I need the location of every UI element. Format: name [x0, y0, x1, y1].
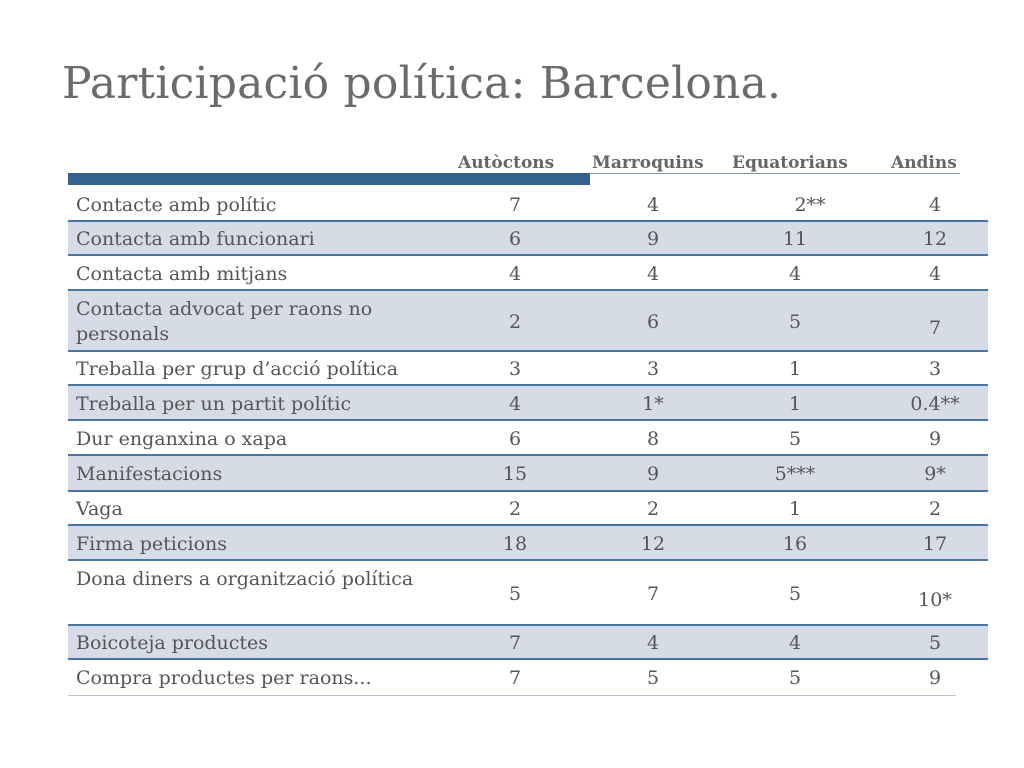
- row-value-equatorians: 4: [788, 263, 802, 285]
- column-header-andins: Andins: [891, 153, 957, 173]
- table-row: Manifestacions 15 9 5*** 9*: [68, 456, 988, 492]
- row-value-marroquins: 12: [640, 533, 666, 555]
- row-value-marroquins: 2: [646, 498, 660, 520]
- row-value-autctons: 4: [508, 263, 522, 285]
- row-value-autctons: 2: [508, 311, 522, 333]
- row-value-andins: 4: [928, 194, 942, 216]
- row-label: Contacta advocat per raons no personals: [76, 298, 373, 345]
- row-value-marroquins: 7: [646, 583, 660, 605]
- table-row: Contacta advocat per raons no personals 2…: [68, 291, 988, 352]
- column-header-autoctons: Autòctons: [458, 153, 555, 173]
- row-value-equatorians: 1: [788, 358, 802, 380]
- table-row: Firma peticions 18 12 16 17: [68, 526, 988, 561]
- row-label: Compra productes per raons...: [76, 667, 372, 689]
- row-value-andins: 4: [928, 263, 942, 285]
- row-value-marroquins: 9: [646, 228, 660, 250]
- header-divider-line: [590, 173, 960, 174]
- row-value-autctons: 3: [508, 358, 522, 380]
- row-value-andins: 9*: [924, 463, 946, 485]
- row-label: Vaga: [76, 498, 123, 520]
- row-value-equatorians: 5: [788, 667, 802, 689]
- column-header-marroquins: Marroquins: [592, 153, 704, 173]
- row-value-equatorians: 5: [788, 311, 802, 333]
- row-label: Dur enganxina o xapa: [76, 428, 288, 450]
- row-value-equatorians: 2**: [794, 194, 826, 216]
- row-label: Treballa per grup d’acció política: [76, 358, 399, 380]
- row-value-autctons: 4: [508, 393, 522, 415]
- table-row: Contacta amb funcionari 6 9 11 12: [68, 222, 988, 256]
- row-value-autctons: 15: [502, 463, 528, 485]
- participation-table: Contacte amb polític 7 4 2** 4 Contacta amb f…: [68, 188, 988, 696]
- row-value-equatorians: 5***: [774, 463, 816, 485]
- slide-title: Participació política: Barcelona.: [62, 58, 782, 109]
- table-row: Dona diners a organització política 5 7 5 10…: [68, 561, 988, 626]
- row-value-andins: 9: [928, 428, 942, 450]
- row-value-marroquins: 4: [646, 194, 660, 216]
- row-value-andins: 9: [928, 667, 942, 689]
- column-header-equatorians: Equatorians: [732, 153, 848, 173]
- table-row: Contacte amb polític 7 4 2** 4: [68, 188, 988, 222]
- row-label: Dona diners a organització política: [76, 568, 414, 590]
- row-value-andins: 2: [928, 498, 942, 520]
- row-value-andins: 5: [928, 632, 942, 654]
- row-value-equatorians: 5: [788, 428, 802, 450]
- row-value-marroquins: 4: [646, 632, 660, 654]
- row-value-andins: 10*: [918, 589, 952, 611]
- row-label: Contacte amb polític: [76, 194, 277, 216]
- row-value-marroquins: 1*: [642, 393, 664, 415]
- row-value-equatorians: 1: [788, 393, 802, 415]
- row-value-marroquins: 3: [646, 358, 660, 380]
- row-value-andins: 3: [928, 358, 942, 380]
- table-row: Contacta amb mitjans 4 4 4 4: [68, 256, 988, 291]
- table-row: Dur enganxina o xapa 6 8 5 9: [68, 421, 988, 456]
- table-row: Treballa per grup d’acció política 3 3 1 3: [68, 352, 988, 386]
- row-value-andins: 7: [928, 317, 942, 339]
- row-value-autctons: 18: [502, 533, 528, 555]
- table-row: Vaga 2 2 1 2: [68, 492, 988, 526]
- row-value-autctons: 7: [508, 194, 522, 216]
- row-value-marroquins: 6: [646, 311, 660, 333]
- row-label: Treballa per un partit polític: [76, 393, 352, 415]
- row-value-autctons: 2: [508, 498, 522, 520]
- table-row: Boicoteja productes 7 4 4 5: [68, 626, 988, 660]
- row-value-equatorians: 5: [788, 583, 802, 605]
- row-value-andins: 17: [922, 533, 948, 555]
- row-value-autctons: 5: [508, 583, 522, 605]
- row-value-marroquins: 5: [646, 667, 660, 689]
- row-label: Boicoteja productes: [76, 632, 269, 654]
- row-label: Manifestacions: [76, 463, 223, 485]
- row-value-equatorians: 1: [788, 498, 802, 520]
- table-column-headers: Autòctons Marroquins Equatorians Andins: [0, 150, 1024, 176]
- row-value-autctons: 6: [508, 228, 522, 250]
- row-value-marroquins: 4: [646, 263, 660, 285]
- row-value-equatorians: 11: [782, 228, 808, 250]
- row-value-equatorians: 16: [782, 533, 808, 555]
- row-value-andins: 0.4**: [910, 393, 960, 415]
- row-label: Contacta amb funcionari: [76, 228, 315, 250]
- row-label: Firma peticions: [76, 533, 227, 555]
- row-label: Contacta amb mitjans: [76, 263, 288, 285]
- header-accent-bar: [68, 173, 590, 185]
- row-value-marroquins: 8: [646, 428, 660, 450]
- row-value-marroquins: 9: [646, 463, 660, 485]
- table-row: Treballa per un partit polític 4 1* 1 0.4**: [68, 386, 988, 421]
- row-value-autctons: 7: [508, 667, 522, 689]
- table-row: Compra productes per raons... 7 5 5 9: [68, 660, 956, 696]
- row-value-equatorians: 4: [788, 632, 802, 654]
- row-value-autctons: 6: [508, 428, 522, 450]
- row-value-andins: 12: [922, 228, 948, 250]
- row-value-autctons: 7: [508, 632, 522, 654]
